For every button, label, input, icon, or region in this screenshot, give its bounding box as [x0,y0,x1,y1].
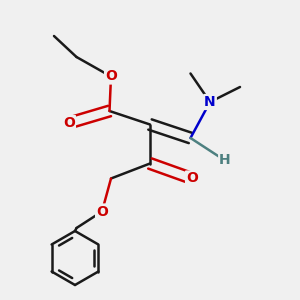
Text: O: O [96,205,108,218]
Text: O: O [186,172,198,185]
Text: H: H [219,154,231,167]
Text: O: O [63,116,75,130]
Text: N: N [204,95,216,109]
Text: O: O [105,70,117,83]
